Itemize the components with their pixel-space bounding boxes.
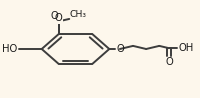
Text: O: O <box>50 11 58 21</box>
Text: HO: HO <box>2 44 17 54</box>
Text: O: O <box>164 57 172 67</box>
Text: OH: OH <box>177 43 192 53</box>
Text: CH₃: CH₃ <box>69 10 86 19</box>
Text: O: O <box>116 44 124 54</box>
Text: O: O <box>54 13 62 23</box>
